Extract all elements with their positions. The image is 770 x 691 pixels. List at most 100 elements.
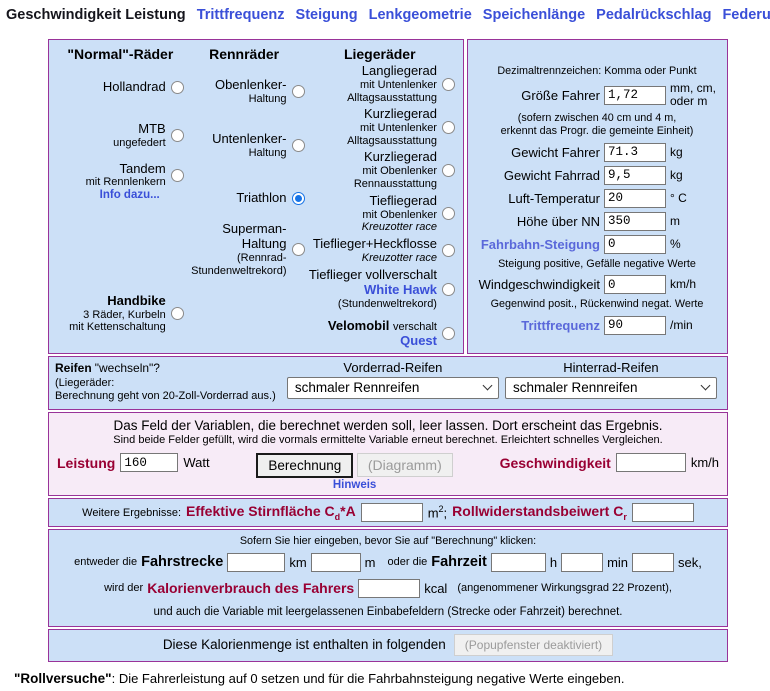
kcal-unit: kcal (424, 580, 448, 596)
time-sek-input[interactable] (632, 552, 675, 572)
hinweis-link[interactable]: Hinweis (332, 479, 377, 492)
nav-link-speichenlaenge[interactable]: Speichenlänge (482, 7, 586, 23)
cr-input[interactable] (631, 503, 694, 523)
size-input[interactable] (604, 85, 666, 105)
nav-link-steigung[interactable]: Steigung (295, 7, 358, 23)
tire-info: Reifen "wechseln"? (Liegeräder: Berechnu… (55, 360, 276, 403)
bike-option-velomobil[interactable]: Velomobil verschalt Quest (305, 318, 455, 349)
temperature-label: Luft-Temperatur (508, 190, 600, 206)
diagram-button: (Diagramm) (356, 453, 453, 478)
speed-label: Geschwindigkeit (499, 454, 611, 471)
rear-tire-label: Hinterrad-Reifen (563, 359, 659, 375)
speed-input[interactable] (615, 453, 686, 473)
time-min-input[interactable] (561, 552, 604, 572)
h-unit: h (549, 554, 558, 570)
rider-weight-input[interactable] (604, 142, 666, 162)
radio-checked-icon[interactable] (291, 192, 305, 206)
speed-unit: km/h (690, 455, 719, 471)
bike-selection-panel: "Normal"-Räder Hollandrad MTB ungefedert… (48, 39, 464, 354)
bike-option-handbike[interactable]: Handbike 3 Räder, Kurbeln mit Kettenscha… (57, 293, 184, 334)
slope-label-link[interactable]: Fahrbahn-Steigung (480, 236, 600, 252)
radio-icon[interactable] (441, 327, 455, 341)
front-tire-label: Vorderrad-Reifen (343, 359, 443, 375)
bike-option-mtb[interactable]: MTB ungefedert (57, 121, 184, 150)
time-label: Fahrzeit (431, 554, 487, 571)
cadence-label-link[interactable]: Trittfrequenz (521, 317, 600, 333)
white-hawk-link[interactable]: White Hawk (364, 282, 437, 298)
temperature-input[interactable] (604, 188, 666, 208)
size-label: Größe Fahrer (521, 87, 600, 103)
sek-unit: sek, (678, 554, 702, 570)
bike-weight-input[interactable] (604, 165, 666, 185)
altitude-input[interactable] (604, 211, 666, 231)
radio-icon[interactable] (291, 138, 305, 152)
radio-icon[interactable] (441, 120, 455, 134)
cda-label: Effektive Stirnfläche Cd*A (186, 503, 356, 522)
radio-icon[interactable] (441, 77, 455, 91)
decimal-note: Dezimaltrennzeichen: Komma oder Punkt (497, 65, 697, 77)
radio-icon[interactable] (170, 129, 184, 143)
min-unit: min (607, 554, 629, 570)
radio-icon[interactable] (441, 283, 455, 297)
radio-icon[interactable] (441, 244, 455, 258)
wind-unit: km/h (670, 277, 697, 292)
power-input[interactable] (120, 453, 179, 473)
bike-option-triathlon[interactable]: Triathlon (184, 190, 305, 206)
rider-weight-label: Gewicht Fahrer (511, 144, 600, 160)
nav-link-federung[interactable]: Federung (722, 7, 770, 23)
wind-note: Gegenwind posit., Rückenwind negat. Wert… (490, 298, 704, 311)
slope-input[interactable] (604, 234, 666, 254)
radio-icon[interactable] (441, 164, 455, 178)
nav-link-trittfrequenz[interactable]: Trittfrequenz (196, 7, 285, 23)
front-tire-select[interactable]: schmaler Rennreifen (286, 376, 499, 399)
radio-icon[interactable] (291, 85, 305, 99)
rider-weight-unit: kg (670, 144, 683, 159)
bike-option-tieflieger-heckflosse[interactable]: Tieflieger+Heckflosse Kreuzotter race (305, 236, 455, 265)
cr-label: Rollwiderstandsbeiwert Cr (452, 503, 627, 522)
calories-label: Kalorienverbrauch des Fahrers (147, 580, 355, 597)
distance-label: Fahrstrecke (141, 554, 224, 571)
rear-tire-select[interactable]: schmaler Rennreifen (504, 376, 717, 399)
bike-option-superman[interactable]: Superman-Haltung (Rennrad- Stundenweltre… (184, 221, 305, 277)
chevron-down-icon (482, 380, 493, 391)
radio-icon[interactable] (170, 168, 184, 182)
time-h-input[interactable] (490, 552, 546, 572)
slope-note: Steigung positive, Gefälle negative Wert… (498, 257, 696, 270)
rear-tire-group: Hinterrad-Reifen schmaler Rennreifen (504, 359, 717, 399)
radio-icon[interactable] (170, 80, 184, 94)
radio-icon[interactable] (170, 307, 184, 321)
bike-option-hollandrad[interactable]: Hollandrad (57, 79, 184, 95)
nav-link-lenkgeometrie[interactable]: Lenkgeometrie (368, 7, 472, 23)
calculate-button[interactable]: Berechnung (256, 453, 354, 479)
front-tire-group: Vorderrad-Reifen schmaler Rennreifen (286, 359, 499, 399)
journey-note: Sofern Sie hier eingeben, bevor Sie auf … (239, 535, 537, 548)
calculator: "Normal"-Räder Hollandrad MTB ungefedert… (48, 39, 728, 662)
nav-link-pedalrueckschlag[interactable]: Pedalrückschlag (596, 7, 712, 23)
radio-icon[interactable] (291, 243, 305, 257)
temperature-unit: ° C (670, 190, 687, 205)
parameters-panel: Dezimaltrennzeichen: Komma oder Punkt Gr… (467, 39, 728, 354)
bike-option-tiefliegerad[interactable]: Tiefliegerad mit Obenlenker Kreuzotter r… (305, 193, 455, 234)
cadence-input[interactable] (604, 315, 666, 335)
bike-option-kurzliegerad-untenlenker[interactable]: Kurzliegerad mit Untenlenker Alltagsauss… (305, 106, 455, 147)
bike-option-tandem[interactable]: Tandem mit Rennlenkern (57, 161, 184, 190)
quest-link[interactable]: Quest (400, 332, 437, 348)
cda-input[interactable] (360, 503, 423, 523)
distance-m-input[interactable] (310, 552, 361, 572)
journey-note-2: und auch die Variable mit leergelassenen… (153, 605, 623, 618)
cda-unit: m2; (427, 504, 448, 521)
bike-option-tieflieger-vollverschalt[interactable]: Tieflieger vollverschalt White Hawk (Stu… (305, 268, 455, 311)
radio-icon[interactable] (441, 207, 455, 221)
bike-option-obenlenker[interactable]: Obenlenker- Haltung (184, 77, 305, 106)
bike-option-langliegerad[interactable]: Langliegerad mit Untenlenker Alltagsauss… (305, 63, 455, 104)
bike-option-kurzliegerad-obenlenker[interactable]: Kurzliegerad mit Obenlenker Rennausstatt… (305, 149, 455, 190)
calories-popup-row: Diese Kalorienmenge ist enthalten in fol… (48, 628, 728, 662)
pre-calories-text: wird der (104, 582, 144, 595)
distance-km-input[interactable] (227, 552, 286, 572)
wind-input[interactable] (604, 275, 666, 295)
info-dazu-link[interactable]: Info dazu... (99, 189, 160, 202)
cadence-unit: /min (670, 317, 693, 332)
calories-input[interactable] (358, 578, 421, 598)
tires-row: Reifen "wechseln"? (Liegeräder: Berechnu… (48, 355, 728, 411)
bike-option-untenlenker[interactable]: Untenlenker- Haltung (184, 131, 305, 160)
